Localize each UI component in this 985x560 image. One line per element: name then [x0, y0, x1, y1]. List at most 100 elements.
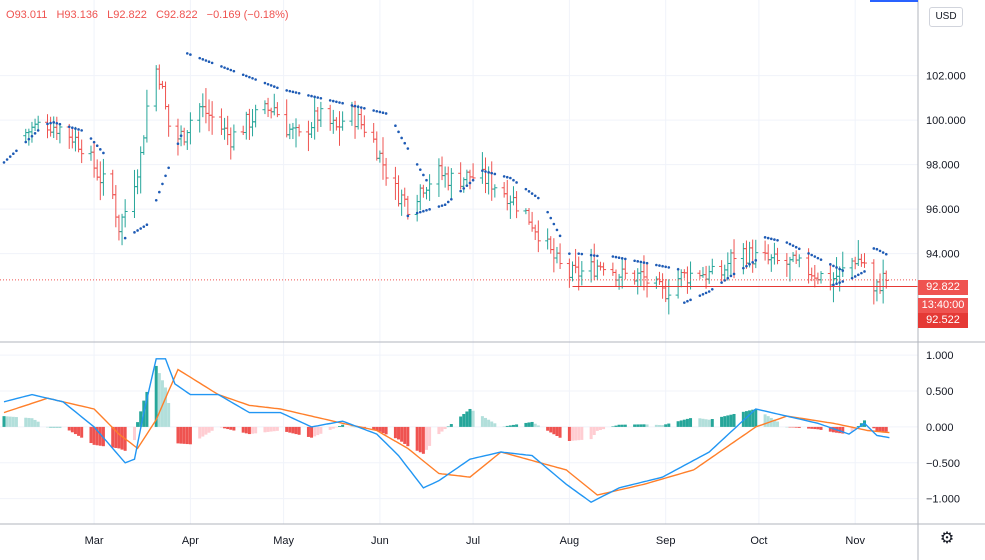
- price-tick-label: 100.000: [926, 115, 966, 127]
- psar-dot: [667, 266, 671, 269]
- ohlc-bar: [479, 152, 485, 184]
- ohlc-bar: [144, 89, 150, 143]
- ohlc-bar: [722, 264, 728, 281]
- ohlc-bar: [91, 142, 97, 178]
- ohlc-bar: [222, 117, 228, 140]
- histogram-bar: [294, 426, 298, 435]
- histogram-bar: [459, 416, 463, 427]
- ohlc-bar: [100, 158, 106, 196]
- psar-dot: [853, 275, 857, 278]
- psar-dot: [468, 181, 472, 185]
- psar-dot: [881, 251, 885, 254]
- psar-dot: [878, 249, 882, 253]
- ohlc-bar: [396, 175, 402, 207]
- histogram-bar: [328, 426, 332, 430]
- macd-line: [3, 358, 890, 504]
- price-axis[interactable]: 94.000 96.000 98.000 100.000 102.000 1.000 0.5…: [926, 71, 966, 506]
- time-tick-label: May: [273, 535, 294, 547]
- psar-dot: [754, 259, 758, 262]
- ohlc-bar: [439, 156, 445, 181]
- histogram-bar: [272, 426, 276, 432]
- ohlc-bar: [681, 269, 687, 279]
- macd-tick-label: 1.000: [926, 350, 954, 362]
- psar-dot: [422, 173, 425, 177]
- ohlc-bar: [318, 101, 324, 127]
- psar-dot: [12, 152, 15, 155]
- psar-dot: [291, 90, 295, 94]
- psar-dot: [272, 85, 276, 88]
- psar-dot: [226, 67, 229, 71]
- histogram-bar: [816, 426, 820, 430]
- ohlc-bar: [501, 182, 507, 198]
- psar-dot: [748, 262, 751, 266]
- psar-dot: [276, 86, 279, 90]
- psar-dot: [263, 81, 267, 85]
- ohlc-bar: [35, 115, 41, 131]
- psar-dot: [5, 158, 9, 161]
- psar-dot: [139, 227, 142, 230]
- histogram-bar: [471, 410, 475, 427]
- psar-dot: [123, 236, 127, 240]
- ohlc-bar: [706, 265, 712, 284]
- ohlc-bar: [218, 108, 224, 135]
- histogram-bar: [446, 426, 450, 428]
- ohlc-bar: [209, 101, 215, 135]
- horizontal-line-price-tag: 92.522: [918, 313, 968, 328]
- ohlc-bar: [268, 107, 274, 119]
- histogram-bar: [555, 426, 559, 436]
- histogram-bar: [657, 424, 661, 427]
- ohlc-bar: [569, 261, 575, 282]
- ohlc-bar: [377, 150, 383, 163]
- ohlc-bar: [551, 238, 557, 273]
- settings-gear-icon[interactable]: ⚙: [939, 528, 955, 547]
- histogram-bar: [139, 411, 143, 427]
- macd-tick-label: 0.000: [926, 422, 954, 434]
- psar-dot: [884, 252, 888, 256]
- high-value: H93.136: [56, 9, 99, 21]
- ohlc-bar: [231, 124, 237, 151]
- psar-dot: [633, 259, 636, 263]
- histogram-bar: [11, 416, 15, 427]
- currency-button[interactable]: USD: [929, 7, 963, 27]
- psar-dot: [207, 60, 211, 63]
- histogram-bar: [831, 426, 835, 433]
- ohlc-bar: [855, 240, 861, 267]
- histogram-bar: [654, 424, 658, 427]
- histogram-bar: [484, 417, 488, 427]
- ohlc-bar: [203, 88, 209, 124]
- time-axis[interactable]: Mar Apr May Jun Jul Aug Sep Oct Nov: [85, 535, 866, 547]
- psar-dot: [55, 121, 59, 125]
- histogram-bar: [689, 418, 693, 427]
- ohlc-bar: [250, 108, 256, 137]
- ohlc-bar: [262, 100, 268, 115]
- ohlc-bar: [159, 80, 165, 89]
- psar-dot: [723, 279, 727, 282]
- psar-dot: [145, 223, 149, 227]
- ohlc-bar: [113, 185, 119, 228]
- psar-dot: [297, 91, 301, 95]
- psar-dot: [689, 298, 692, 302]
- psar-dot: [415, 163, 419, 166]
- ohlc-bar: [666, 279, 672, 315]
- psar-dot: [46, 122, 49, 126]
- psar-dot: [331, 99, 335, 103]
- ohlc-bar: [762, 240, 768, 261]
- psar-dot: [676, 267, 680, 271]
- psar-dot: [745, 264, 748, 268]
- psar-dot: [624, 257, 627, 261]
- histogram-bar: [772, 419, 776, 427]
- psar-dot: [27, 137, 31, 141]
- psar-dot: [245, 74, 248, 78]
- histogram-bar: [201, 426, 205, 437]
- ohlc-bar: [423, 186, 429, 200]
- histogram-bar: [397, 426, 401, 440]
- histogram-bar: [334, 426, 338, 428]
- ohlc-bar: [750, 239, 756, 273]
- histogram-bar: [418, 426, 422, 453]
- histogram-bar: [8, 416, 12, 427]
- time-tick-label: Sep: [656, 535, 676, 547]
- ohlc-bar: [427, 174, 433, 201]
- ohlc-bar: [88, 145, 94, 161]
- ohlc-bar: [675, 267, 681, 299]
